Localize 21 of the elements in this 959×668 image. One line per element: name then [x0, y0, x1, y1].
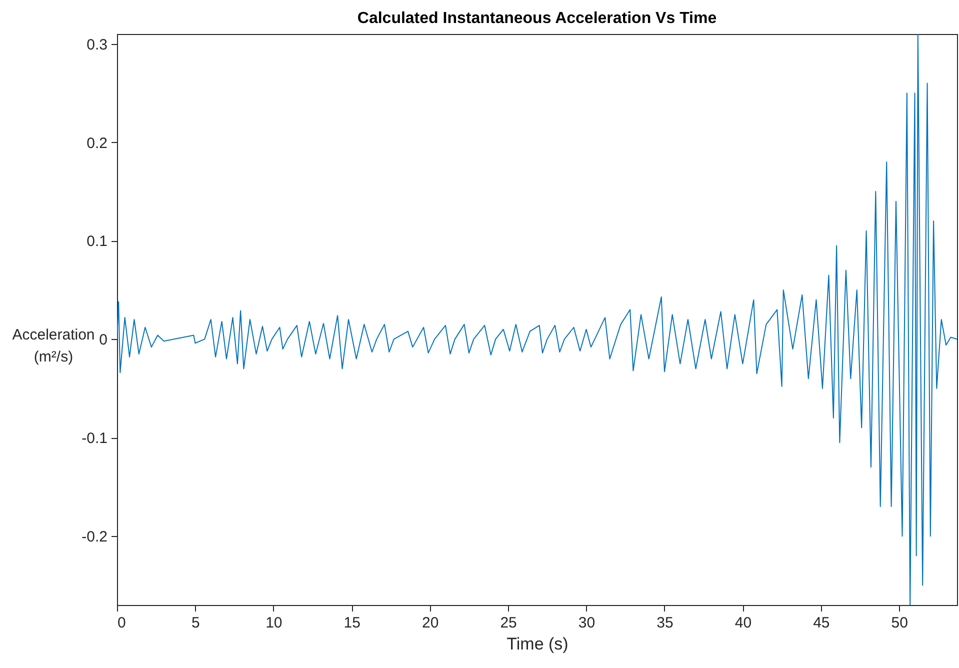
x-tick-label: 35	[656, 614, 674, 632]
y-tick-label: -0.1	[82, 430, 108, 448]
y-tick-label: 0.1	[86, 233, 108, 250]
x-tick-label: 0	[118, 614, 126, 632]
y-tick-label: 0.3	[86, 36, 108, 54]
x-tick-label: 5	[192, 614, 200, 632]
chart-title: Calculated Instantaneous Acceleration Vs Time	[357, 10, 717, 27]
line-series	[117, 34, 957, 605]
x-tick-label: 45	[813, 614, 830, 632]
x-tick-label: 20	[422, 614, 439, 632]
x-tick-label: 15	[344, 614, 360, 632]
y-tick-label: -0.2	[82, 528, 108, 546]
y-tick-label: 0	[99, 332, 108, 349]
y-tick-label: 0.2	[86, 134, 108, 152]
x-tick-label: 10	[266, 614, 282, 632]
x-tick-label: 50	[891, 614, 908, 632]
x-axis-title: Time (s)	[506, 634, 568, 654]
x-tick-label: 25	[500, 614, 517, 632]
x-tick-label: 30	[578, 614, 596, 632]
y-axis-title: Acceleration (m²/s)	[12, 326, 95, 366]
x-tick-label: 40	[734, 614, 752, 632]
